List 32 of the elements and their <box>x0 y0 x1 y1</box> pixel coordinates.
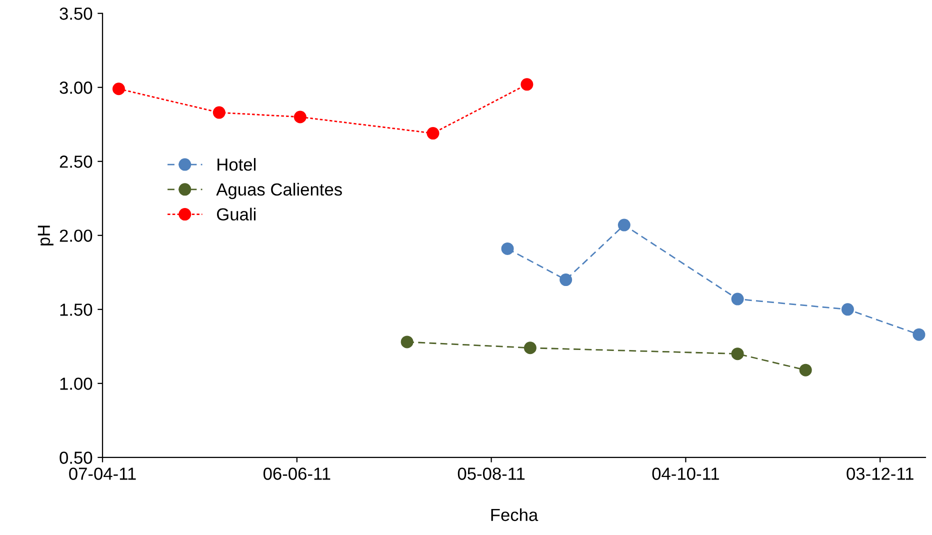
point <box>731 292 744 306</box>
point <box>560 274 572 286</box>
point <box>501 242 514 255</box>
x-tick-label: 05-08-11 <box>458 468 525 480</box>
legend-label: Guali <box>217 208 256 221</box>
x-tick-label: 06-06-11 <box>263 468 330 480</box>
point <box>112 82 125 96</box>
x-tick-label: 07-04-11 <box>69 468 136 480</box>
y-axis-title: pH <box>38 226 54 246</box>
y-tick-label: 1.00 <box>60 378 92 390</box>
y-tick-label: 1.50 <box>60 304 92 316</box>
point <box>520 78 534 91</box>
point <box>212 106 226 119</box>
point <box>841 303 854 316</box>
y-tick-label: 0.50 <box>60 452 92 464</box>
point <box>294 110 306 124</box>
y-tick-label: 2.00 <box>60 230 92 242</box>
y-tick-label: 2.50 <box>60 156 92 168</box>
point <box>799 364 812 376</box>
x-tick-label: 04-10-11 <box>652 468 719 480</box>
point <box>524 342 536 354</box>
legend-label: Aguas Calientes <box>216 182 342 200</box>
point <box>731 348 744 360</box>
legend-label: Hotel <box>218 158 256 171</box>
y-tick-label: 3.50 <box>60 8 92 20</box>
point <box>618 218 630 232</box>
x-tick-label: 03-12-11 <box>846 468 914 480</box>
point <box>426 127 440 140</box>
point <box>912 328 926 341</box>
x-axis-title: Fecha <box>491 508 538 522</box>
y-tick-label: 3.00 <box>60 82 92 94</box>
point <box>400 336 414 348</box>
